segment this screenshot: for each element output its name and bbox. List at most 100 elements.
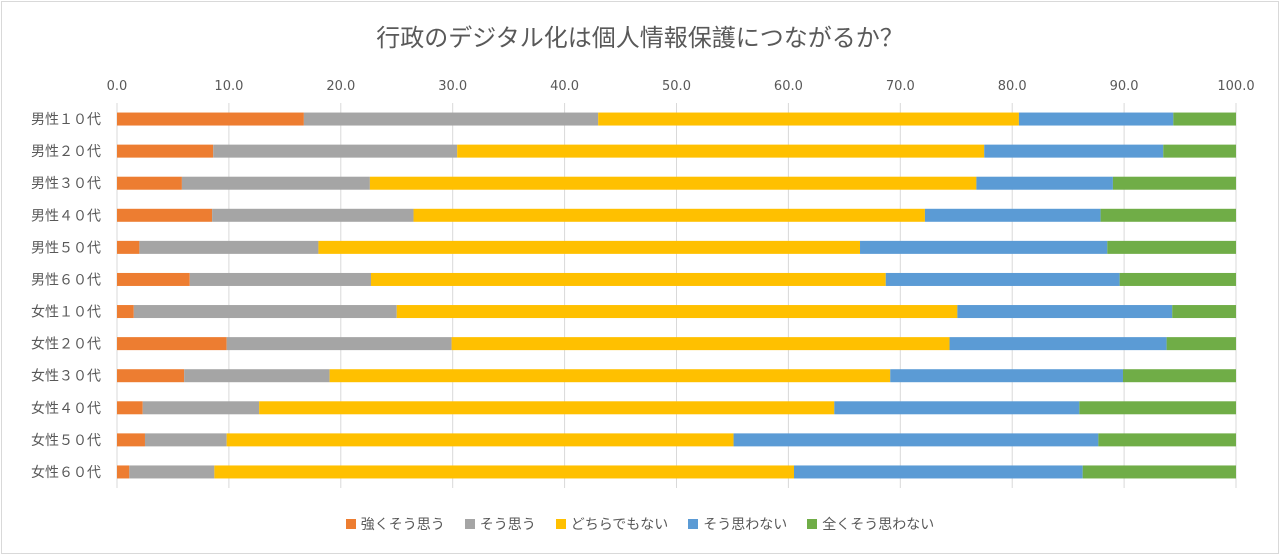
bar-segment — [976, 176, 1113, 190]
bar-segment — [117, 272, 190, 286]
legend-item: 全くそう思わない — [807, 514, 934, 534]
bar-segment — [860, 240, 1108, 254]
bar-segment — [369, 176, 977, 190]
bar-segment — [303, 112, 599, 126]
legend-label: そう思わない — [703, 517, 788, 533]
bar-segment — [890, 369, 1123, 383]
x-tick-label: 70.0 — [886, 79, 915, 94]
bar-segment — [834, 401, 1080, 415]
legend-swatch — [555, 519, 566, 529]
bar-segment — [117, 144, 214, 158]
x-axis-ticks: 0.0 10.0 20.0 30.0 40.0 50.0 60.0 70.0 80.0 90.0 1… — [107, 79, 1255, 94]
x-tick-label: 90.0 — [1110, 79, 1139, 94]
legend-item: どちらでもない — [555, 514, 669, 534]
category-label: 男性２０代 — [31, 144, 101, 160]
legend-swatch — [688, 519, 699, 529]
bar-segment — [117, 433, 145, 447]
bar-segment — [957, 305, 1173, 319]
bar-segment — [117, 369, 185, 383]
category-label: 女性６０代 — [31, 464, 101, 481]
bar-segment — [1173, 112, 1236, 126]
category-labels: 男性１０代男性２０代男性３０代男性４０代男性５０代男性６０代女性１０代女性２０代… — [31, 112, 101, 481]
bar-segment — [117, 337, 227, 351]
legend-item: 強くそう思う — [345, 514, 445, 534]
x-tick-label: 80.0 — [998, 79, 1027, 94]
bar-segment — [133, 305, 397, 319]
bar-segment — [226, 433, 734, 447]
bar-segment — [1172, 305, 1236, 319]
bar-segment — [259, 401, 835, 415]
legend-swatch — [807, 519, 818, 529]
legend: 強くそう思う そう思う どちらでもない そう思わない 全くそう思わない — [0, 514, 1280, 534]
legend-item: そう思う — [464, 514, 536, 534]
category-label: 男性５０代 — [31, 240, 101, 256]
x-tick-label: 0.0 — [107, 79, 128, 94]
bar-segment — [117, 208, 213, 222]
category-label: 男性３０代 — [31, 176, 101, 192]
legend-item: そう思わない — [688, 514, 787, 534]
x-tick-label: 50.0 — [662, 79, 691, 94]
bar-segment — [451, 337, 950, 351]
category-label: 女性２０代 — [31, 336, 101, 353]
bar-segment — [189, 272, 372, 286]
bar-segment — [214, 465, 794, 479]
x-tick-label: 20.0 — [326, 79, 355, 94]
category-label: 女性１０代 — [31, 304, 101, 321]
bar-segment — [117, 465, 130, 479]
legend-swatch — [464, 519, 475, 529]
bar-segment — [139, 240, 319, 254]
bar-segment — [924, 208, 1101, 222]
bar-segment — [1163, 144, 1236, 158]
category-label: 女性４０代 — [31, 400, 101, 417]
bar-segment — [949, 337, 1167, 351]
bar-segment — [413, 208, 925, 222]
bar-segment — [181, 176, 370, 190]
bar-segment — [1082, 465, 1236, 479]
bar-segment — [885, 272, 1120, 286]
bar-segment — [117, 240, 140, 254]
legend-label: そう思う — [479, 517, 536, 533]
bar-segment — [142, 401, 260, 415]
bar-segment — [598, 112, 1019, 126]
bar-segment — [117, 401, 143, 415]
bar-segment — [1018, 112, 1174, 126]
x-tick-label: 60.0 — [774, 79, 803, 94]
bar-segment — [1166, 337, 1236, 351]
bar-segment — [1122, 369, 1236, 383]
bar-segment — [212, 208, 414, 222]
category-label: 女性５０代 — [31, 432, 101, 449]
bar-segment — [144, 433, 227, 447]
bar-segment — [371, 272, 886, 286]
legend-label: どちらでもない — [570, 517, 669, 533]
x-tick-label: 40.0 — [550, 79, 579, 94]
bar-segment — [1098, 433, 1236, 447]
grid-layer — [116, 103, 1237, 488]
legend-label: 強くそう思う — [360, 517, 445, 533]
x-tick-label: 100.0 — [1217, 79, 1254, 94]
bar-segment — [457, 144, 985, 158]
bar-segment — [226, 337, 452, 351]
bar-segment — [984, 144, 1164, 158]
bar-segment — [329, 369, 891, 383]
bar-layer — [117, 112, 1236, 479]
bar-segment — [129, 465, 215, 479]
bar-segment — [213, 144, 458, 158]
bar-segment — [318, 240, 861, 254]
bar-segment — [1112, 176, 1236, 190]
bar-segment — [1119, 272, 1236, 286]
chart-title: 行政のデジタル化は個人情報保護につながるか？ — [376, 24, 904, 52]
category-label: 男性１０代 — [31, 112, 101, 128]
legend-swatch — [345, 519, 356, 529]
bar-segment — [733, 433, 1099, 447]
category-label: 男性４０代 — [31, 208, 101, 224]
bar-segment — [1100, 208, 1236, 222]
bar-segment — [117, 176, 182, 190]
bar-segment — [117, 112, 304, 126]
bar-segment — [117, 305, 134, 319]
bar-segment — [396, 305, 958, 319]
bar-segment — [793, 465, 1083, 479]
category-label: 男性６０代 — [31, 272, 101, 288]
bar-segment — [1107, 240, 1236, 254]
x-tick-label: 10.0 — [214, 79, 243, 94]
